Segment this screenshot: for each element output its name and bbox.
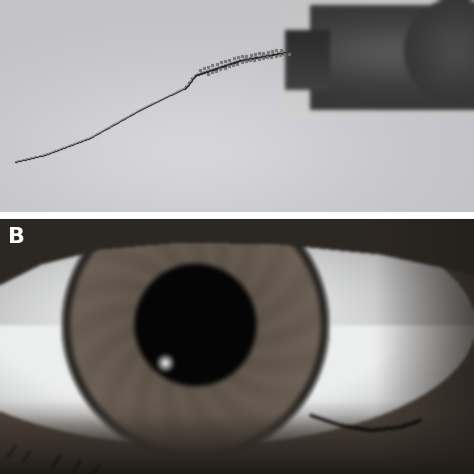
Text: B: B (9, 228, 26, 247)
